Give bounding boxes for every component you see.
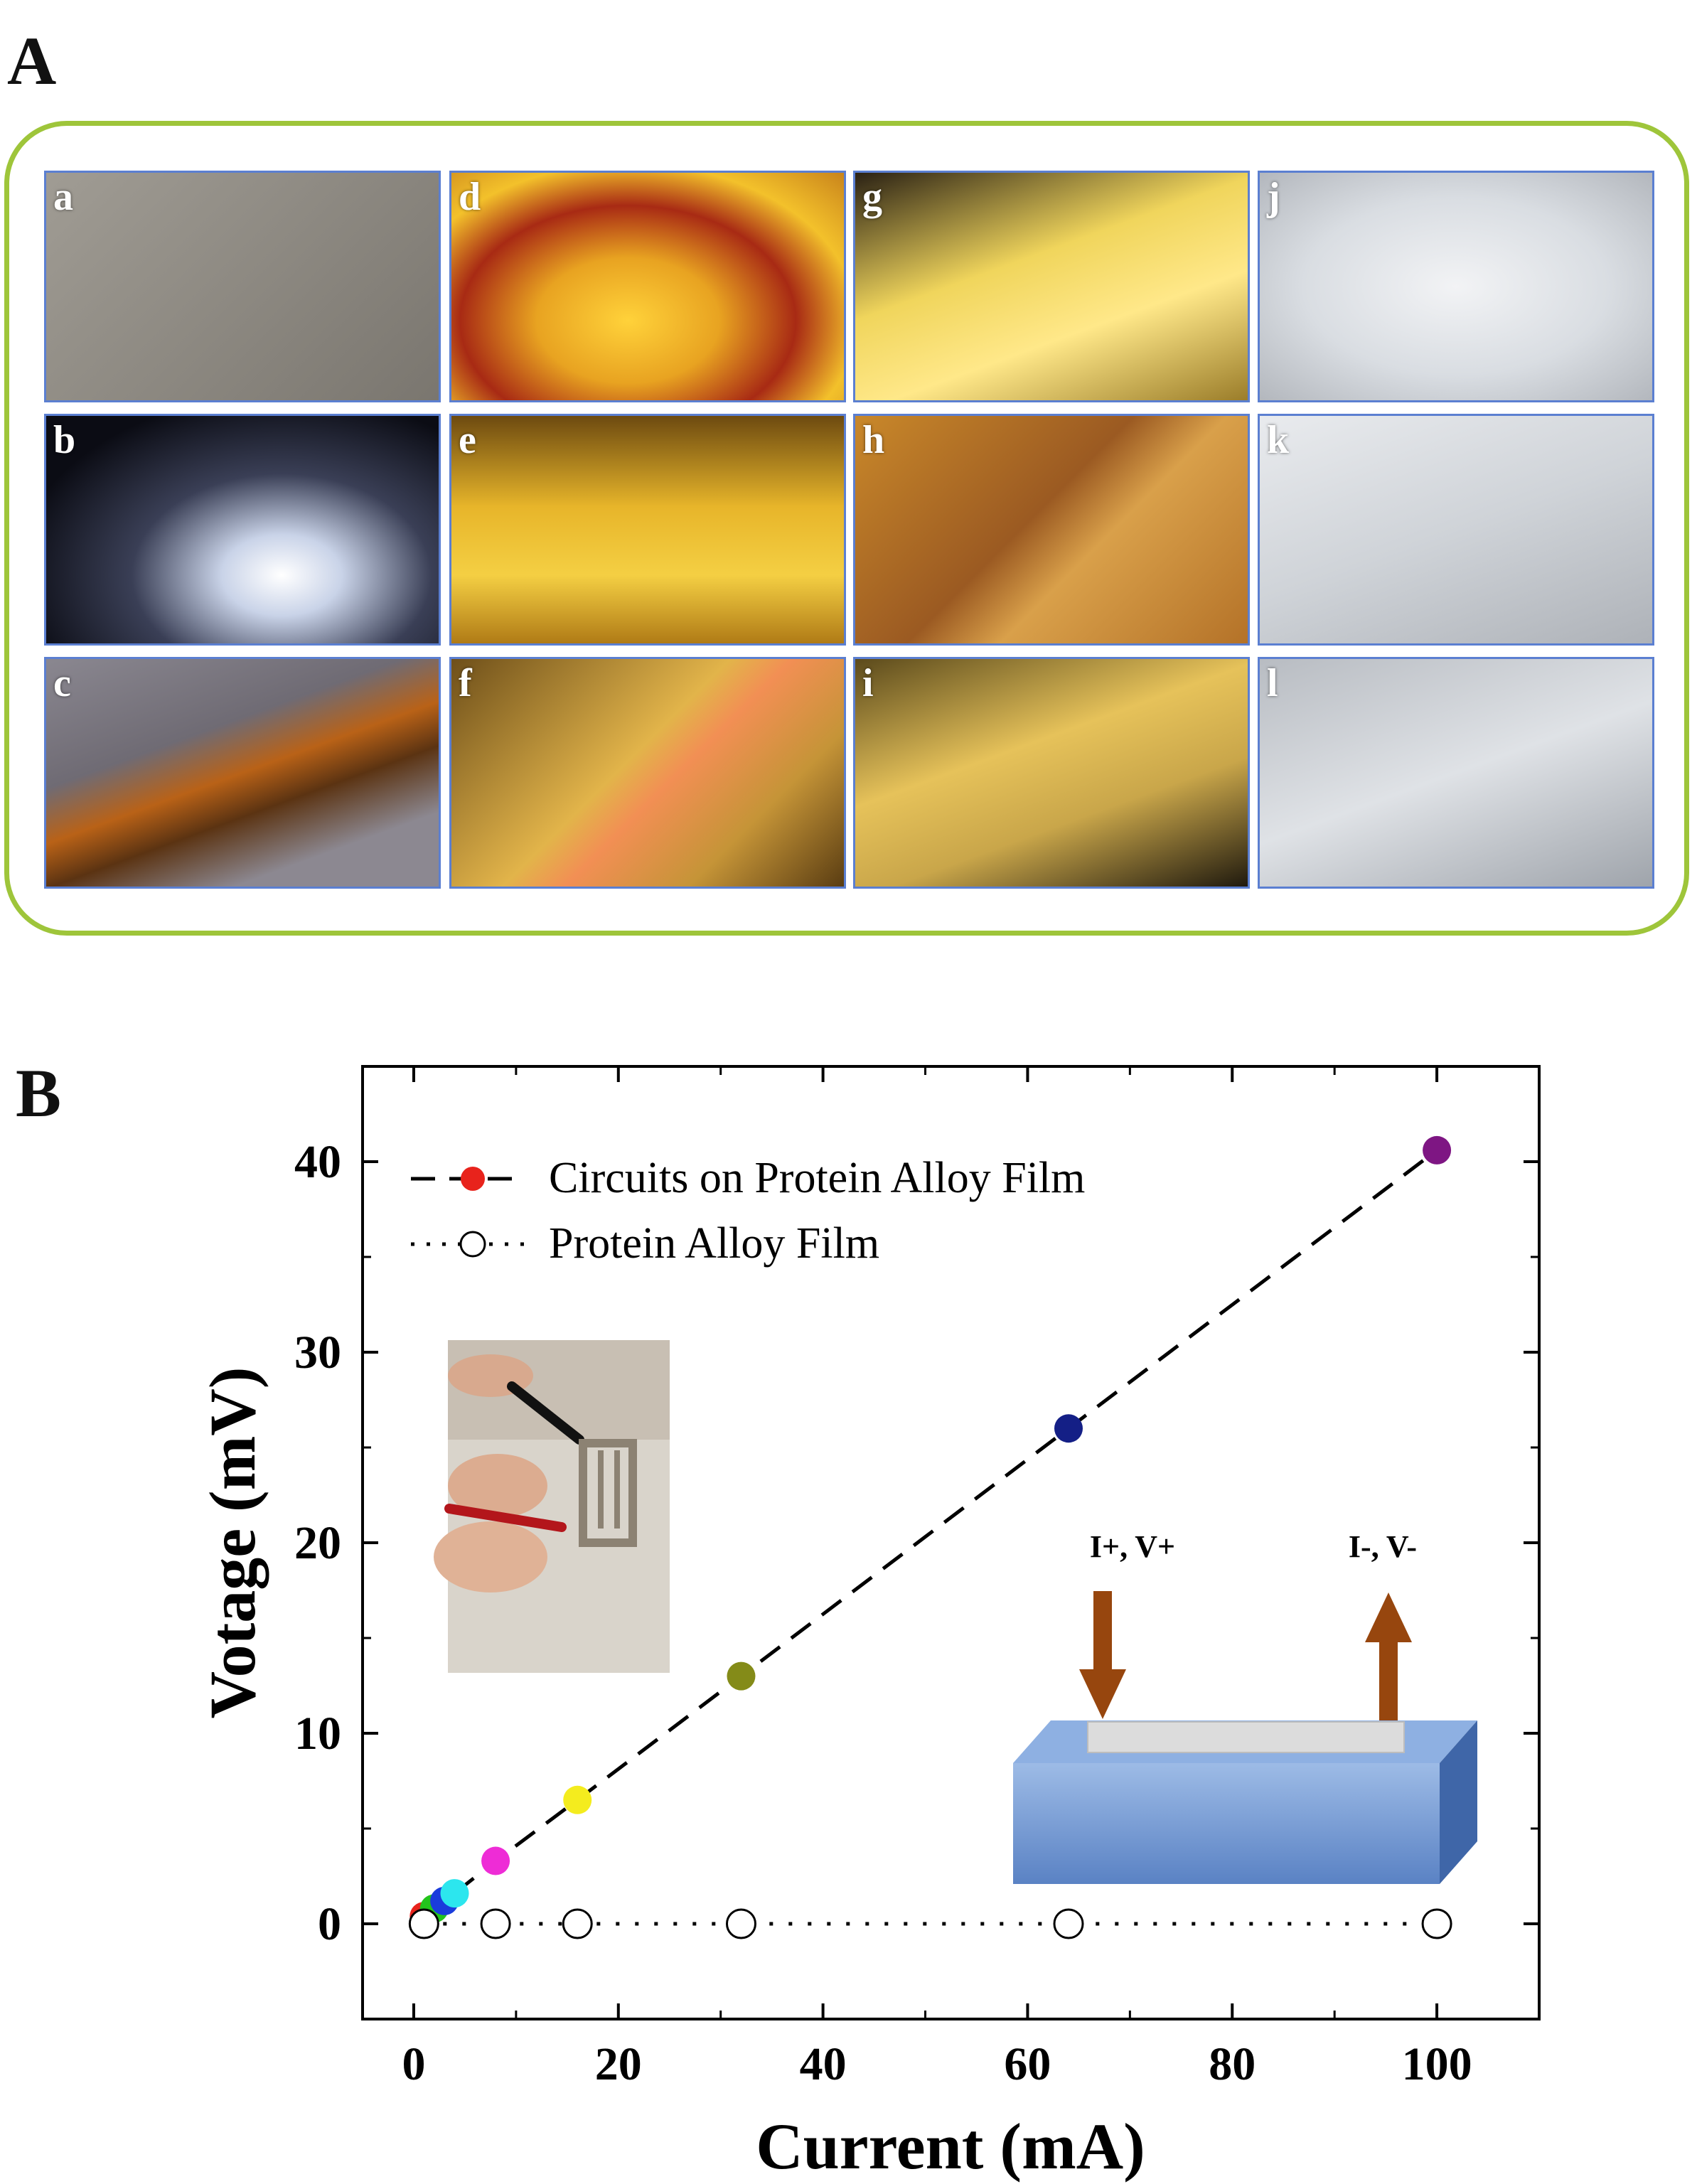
legend-marker-circuits xyxy=(461,1167,485,1191)
x-tick-label: 60 xyxy=(1004,2038,1051,2090)
x-tick-label: 0 xyxy=(402,2038,425,2090)
legend-label-circuits: Circuits on Protein Alloy Film xyxy=(549,1154,1085,1202)
photo-frame xyxy=(4,121,1689,936)
panel-b-letter: B xyxy=(16,1055,62,1131)
voltage-current-chart: 0 20 40 60 80 100 0 10 20 30 40 Current (mA) Votag… xyxy=(196,1065,1541,2183)
inset-label-plus: I+, V+ xyxy=(1090,1529,1175,1564)
photo-c: c xyxy=(44,657,441,889)
panel-a-letter: A xyxy=(7,23,57,99)
data-point-circuits xyxy=(727,1661,756,1691)
photo-label: l xyxy=(1267,661,1278,705)
photo-f: f xyxy=(449,657,846,889)
legend-marker-film xyxy=(459,1231,486,1258)
y-tick-label: 20 xyxy=(294,1517,341,1569)
photo-i: i xyxy=(853,657,1250,889)
inset-label-minus: I-, V- xyxy=(1349,1529,1417,1564)
axis-ticks xyxy=(363,1066,1539,2019)
x-tick-label: 100 xyxy=(1402,2038,1472,2090)
photo-g: g xyxy=(853,171,1250,402)
photo-label: j xyxy=(1267,175,1280,219)
y-tick-label: 0 xyxy=(318,1898,341,1950)
photo-l: l xyxy=(1258,657,1654,889)
data-point-film xyxy=(1421,1908,1452,1939)
photo-e: e xyxy=(449,414,846,646)
x-tick-label: 20 xyxy=(595,2038,642,2090)
photo-h: h xyxy=(853,414,1250,646)
device-schematic: I+, V+ I-, V- xyxy=(1013,1529,1477,1884)
photo-label: f xyxy=(459,661,472,705)
block-front-face xyxy=(1013,1763,1440,1884)
series-points xyxy=(408,1135,1452,1939)
data-point-circuits xyxy=(440,1879,469,1908)
data-point-circuits xyxy=(1423,1135,1452,1165)
data-point-circuits xyxy=(481,1846,510,1875)
photo-label: e xyxy=(459,418,476,462)
data-point-circuits xyxy=(1054,1414,1083,1443)
block-side-face xyxy=(1440,1720,1477,1884)
photo-a: a xyxy=(44,171,441,402)
arrow-down-icon xyxy=(1079,1591,1126,1719)
photo-k: k xyxy=(1258,414,1654,646)
photo-label: a xyxy=(53,175,73,219)
data-point-film xyxy=(562,1908,593,1939)
legend: Circuits on Protein Alloy Film Protein A… xyxy=(411,1154,1085,1268)
y-tick-label: 30 xyxy=(294,1327,341,1379)
inset-photo xyxy=(434,1340,670,1673)
photo-label: h xyxy=(862,418,885,462)
y-tick-label: 40 xyxy=(294,1136,341,1188)
photo-b: b xyxy=(44,414,441,646)
photo-label: d xyxy=(459,175,481,219)
tick-labels: 0 20 40 60 80 100 0 10 20 30 40 xyxy=(294,1136,1472,2090)
y-axis-label: Votage (mV) xyxy=(196,1367,269,1719)
data-point-film xyxy=(408,1908,439,1939)
data-point-film xyxy=(1053,1908,1084,1939)
photo-label: c xyxy=(53,661,71,705)
electrode-strip xyxy=(1087,1721,1405,1753)
x-tick-label: 80 xyxy=(1209,2038,1256,2090)
arrow-up-icon xyxy=(1365,1592,1412,1720)
x-tick-label: 40 xyxy=(800,2038,847,2090)
legend-label-film: Protein Alloy Film xyxy=(549,1219,879,1268)
photo-label: b xyxy=(53,418,76,462)
data-point-film xyxy=(480,1908,511,1939)
data-point-circuits xyxy=(563,1785,592,1814)
photo-j: j xyxy=(1258,171,1654,402)
photo-label: k xyxy=(1267,418,1290,462)
photo-label: i xyxy=(862,661,874,705)
x-axis-label: Current (mA) xyxy=(756,2110,1145,2183)
photo-d: d xyxy=(449,171,846,402)
y-tick-label: 10 xyxy=(294,1708,341,1760)
data-point-film xyxy=(725,1908,756,1939)
photo-label: g xyxy=(862,175,882,219)
